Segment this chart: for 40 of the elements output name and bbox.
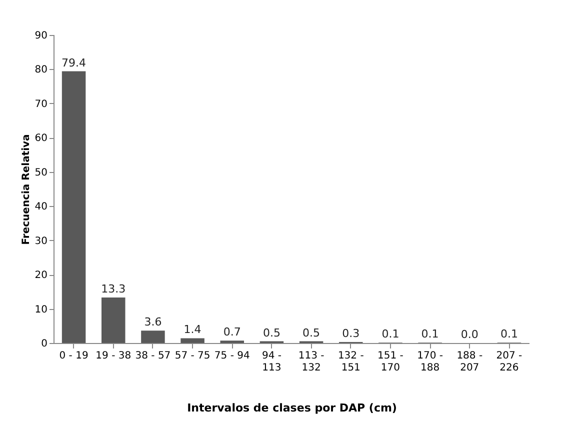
y-tick-label: 40 xyxy=(34,202,48,213)
y-tick-label: 0 xyxy=(41,338,48,350)
y-tick-label: 10 xyxy=(34,304,48,316)
data-label: 0.1 xyxy=(382,328,400,341)
data-label: 0.1 xyxy=(421,328,439,341)
data-label: 0.5 xyxy=(262,326,280,340)
x-tick-label: 57 - 75 xyxy=(174,350,210,362)
data-label: 13.3 xyxy=(101,282,126,296)
bar xyxy=(62,71,86,343)
bar xyxy=(102,297,126,343)
x-tick-label: 113 - 132 xyxy=(298,350,325,374)
data-label: 0.0 xyxy=(460,328,478,341)
y-tick-label: 20 xyxy=(34,270,48,282)
x-tick-label: 132 - 151 xyxy=(338,350,364,374)
data-label: 0.5 xyxy=(302,326,320,340)
data-label: 0.7 xyxy=(223,326,241,339)
bar xyxy=(141,330,165,343)
x-tick-label: 19 - 38 xyxy=(96,350,132,362)
x-tick-label: 151 - 170 xyxy=(378,350,404,374)
x-tick-label: 94 - 113 xyxy=(262,350,282,374)
data-label: 0.3 xyxy=(342,326,360,340)
y-tick-label: 70 xyxy=(34,98,48,110)
y-tick-label: 30 xyxy=(34,236,48,247)
x-tick-label: 38 - 57 xyxy=(135,350,171,362)
y-axis-title: Frecuencia Relativa xyxy=(20,134,32,245)
data-label: 79.4 xyxy=(62,56,86,70)
x-axis-title: Intervalos de clases por DAP (cm) xyxy=(187,402,397,414)
x-tick-label: 170 - 188 xyxy=(417,350,444,374)
bar xyxy=(180,338,204,343)
x-tick-label: 0 - 19 xyxy=(59,350,88,362)
x-tick-label: 188 - 207 xyxy=(456,350,483,374)
y-tick-label: 60 xyxy=(34,133,48,144)
y-tick-label: 80 xyxy=(34,64,48,76)
data-label: 1.4 xyxy=(184,323,202,336)
x-tick-label: 207 - 226 xyxy=(496,350,523,374)
x-tick-label: 75 - 94 xyxy=(214,350,250,362)
data-label: 0.1 xyxy=(500,328,518,341)
data-label: 3.6 xyxy=(144,316,162,329)
y-tick-label: 50 xyxy=(34,167,48,178)
y-tick-label: 90 xyxy=(34,30,48,42)
